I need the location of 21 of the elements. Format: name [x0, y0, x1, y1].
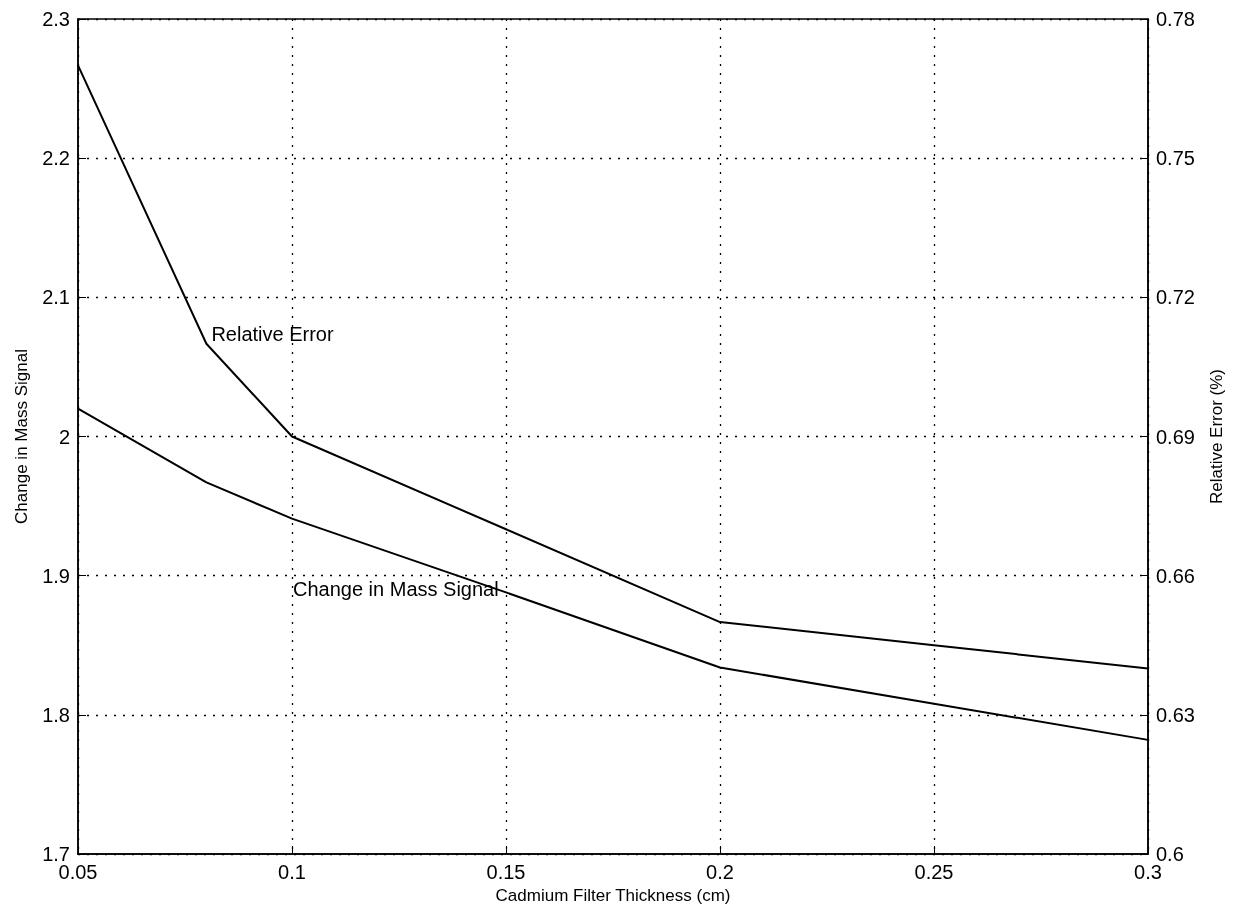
x-tick-label: 0.1 — [278, 861, 306, 883]
x-tick-label: 0.25 — [914, 861, 954, 883]
y-tick-label: 2.1 — [42, 286, 70, 309]
y-tick-label: 1.9 — [42, 564, 70, 587]
y-axis-title: Change in Mass Signal — [12, 349, 31, 524]
y-tick-label: 2.3 — [42, 8, 70, 30]
y2-tick-label: 0.66 — [1156, 564, 1195, 587]
series-label: Relative Error — [211, 322, 334, 345]
x-tick-label: 0.15 — [486, 861, 526, 883]
series-label: Change in Mass Signal — [293, 577, 499, 600]
y-tick-label: 1.8 — [42, 703, 70, 726]
y2-axis-title: Relative Error (%) — [1207, 368, 1226, 505]
y2-tick-label: 0.75 — [1156, 147, 1195, 170]
x-tick-label: 0.2 — [706, 861, 734, 883]
y-tick-label: 2.2 — [42, 147, 70, 170]
y2-tick-label: 0.78 — [1156, 8, 1195, 30]
y-tick-label: 2 — [58, 425, 70, 448]
x-axis-title: Cadmium Filter Thickness (cm) — [495, 885, 731, 905]
y2-tick-label: 0.72 — [1156, 286, 1195, 309]
y2-tick-label: 0.63 — [1156, 703, 1195, 726]
y2-tick-label: 0.69 — [1156, 425, 1195, 448]
